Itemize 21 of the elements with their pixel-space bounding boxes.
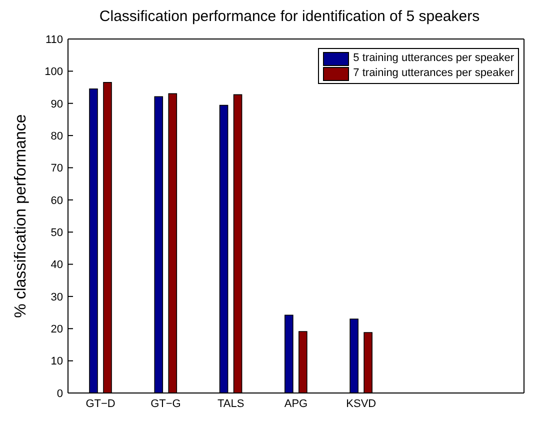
y-tick-label: 80 [50,130,63,142]
legend-label: 7 training utterances per speaker [353,66,514,81]
y-tick-label: 110 [45,34,63,46]
x-tick-label: GT−G [150,398,181,410]
x-tick-label: GT−D [86,398,116,410]
y-tick-label: 20 [50,324,63,336]
y-tick-label: 60 [50,194,63,207]
y-axis-title: % classification performance [12,114,30,318]
y-tick-label: 100 [44,66,63,78]
x-tick-label: KSVD [346,398,376,410]
legend-label: 5 training utterances per speaker [353,51,514,66]
x-tick-label: TALS [218,398,244,410]
y-tick-label: 10 [50,356,63,368]
y-tick-label: 90 [50,98,63,110]
y-tick-label: 70 [50,162,63,175]
y-tick-label: 0 [56,388,63,400]
y-tick-label: 30 [50,291,63,304]
x-tick-label: APG [284,398,308,410]
chart-title: Classification performance for identification of 5 speakers [98,8,481,27]
y-tick-label: 50 [50,226,63,239]
y-tick-label: 40 [50,259,63,272]
